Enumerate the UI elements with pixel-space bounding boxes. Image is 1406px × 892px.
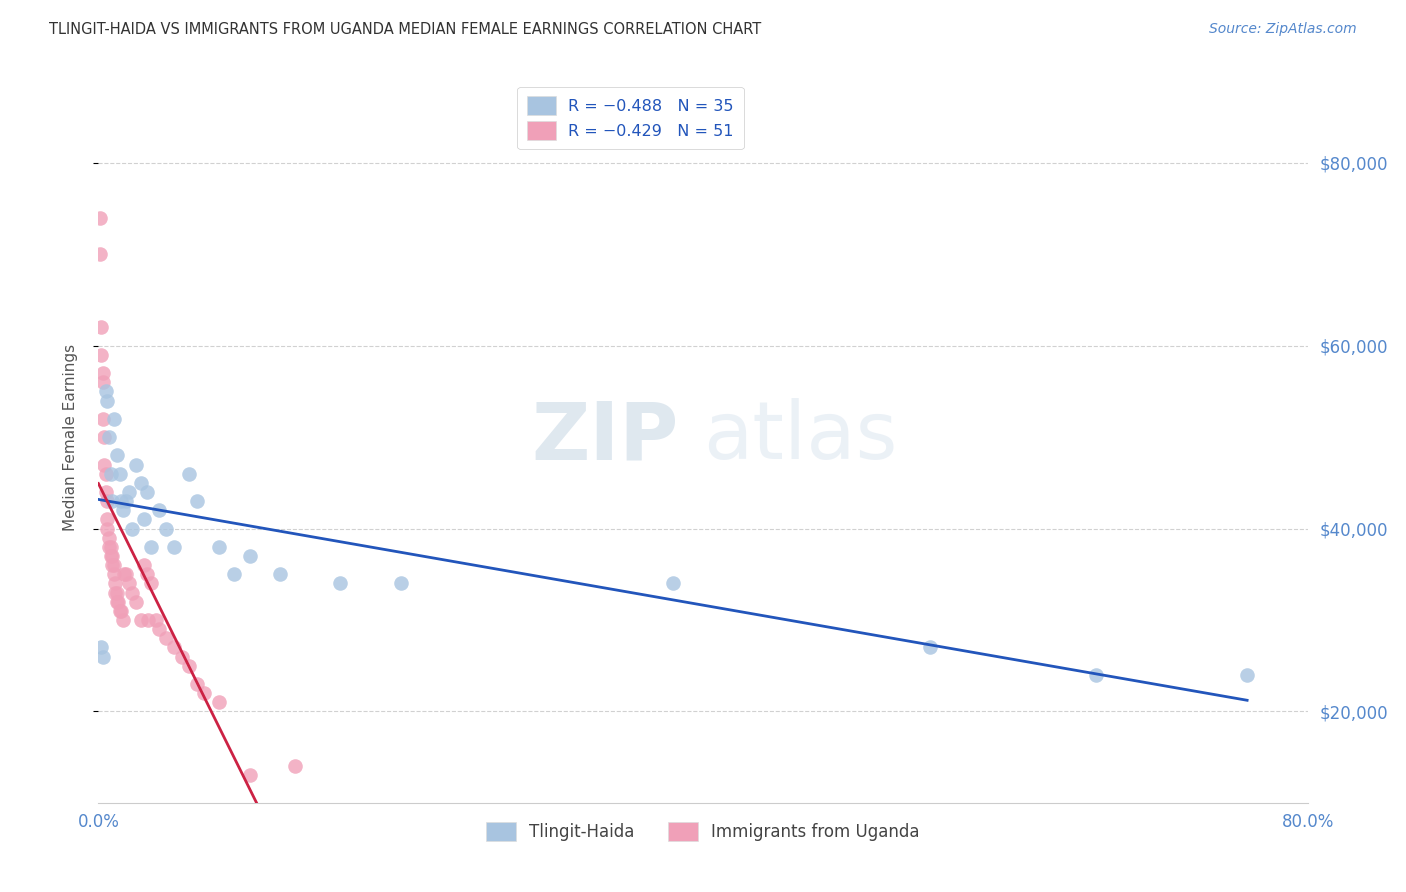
Point <box>100 540 122 554</box>
Point <box>100 549 122 563</box>
Point <box>107 594 129 608</box>
Point <box>661 576 683 591</box>
Text: TLINGIT-HAIDA VS IMMIGRANTS FROM UGANDA MEDIAN FEMALE EARNINGS CORRELATION CHART: TLINGIT-HAIDA VS IMMIGRANTS FROM UGANDA … <box>49 22 762 37</box>
Text: Source: ZipAtlas.com: Source: ZipAtlas.com <box>1209 22 1357 37</box>
Point <box>105 594 128 608</box>
Point <box>224 567 246 582</box>
Point <box>1236 667 1258 681</box>
Point <box>89 247 111 261</box>
Point <box>98 531 121 545</box>
Point <box>155 521 177 535</box>
Point <box>121 585 143 599</box>
Point <box>125 594 148 608</box>
Point <box>118 576 141 591</box>
Point <box>111 503 134 517</box>
Point <box>329 576 352 591</box>
Point <box>141 540 163 554</box>
Point <box>155 631 177 645</box>
Point <box>91 649 114 664</box>
Point <box>389 576 412 591</box>
Point <box>96 494 118 508</box>
Point <box>111 613 134 627</box>
Text: atlas: atlas <box>703 398 897 476</box>
Point <box>90 320 112 334</box>
Point <box>145 613 167 627</box>
Point <box>208 695 231 709</box>
Point <box>90 640 112 655</box>
Point <box>125 458 148 472</box>
Point <box>93 430 115 444</box>
Point <box>135 567 157 582</box>
Point <box>132 558 155 573</box>
Point <box>96 393 118 408</box>
Point <box>110 494 132 508</box>
Point <box>118 484 141 499</box>
Point <box>93 458 115 472</box>
Point <box>129 613 152 627</box>
Point <box>90 348 112 362</box>
Point <box>105 448 128 462</box>
Point <box>132 512 155 526</box>
Point <box>135 484 157 499</box>
Point <box>94 467 117 481</box>
Point <box>96 521 118 535</box>
Point <box>108 467 131 481</box>
Point <box>179 467 201 481</box>
Point <box>284 759 307 773</box>
Point <box>98 430 121 444</box>
Point <box>148 622 170 636</box>
Point <box>239 768 262 782</box>
Point <box>98 540 121 554</box>
Point <box>101 549 124 563</box>
Point <box>108 604 131 618</box>
Point <box>110 604 132 618</box>
Point <box>105 585 128 599</box>
Point <box>179 658 201 673</box>
Legend: Tlingit-Haida, Immigrants from Uganda: Tlingit-Haida, Immigrants from Uganda <box>478 814 928 849</box>
Point <box>269 567 291 582</box>
Point <box>101 558 124 573</box>
Point <box>103 558 125 573</box>
Point <box>112 567 135 582</box>
Point <box>141 576 163 591</box>
Point <box>103 567 125 582</box>
Point <box>918 640 941 655</box>
Point <box>114 567 136 582</box>
Point <box>103 411 125 425</box>
Point <box>186 494 208 508</box>
Point <box>163 640 186 655</box>
Point <box>101 494 124 508</box>
Point <box>91 411 114 425</box>
Point <box>89 211 111 225</box>
Point <box>1085 667 1108 681</box>
Point <box>94 484 117 499</box>
Point <box>91 366 114 380</box>
Point <box>148 503 170 517</box>
Point <box>91 375 114 389</box>
Point <box>104 585 127 599</box>
Text: ZIP: ZIP <box>531 398 679 476</box>
Point <box>114 494 136 508</box>
Point <box>104 576 127 591</box>
Point <box>239 549 262 563</box>
Point <box>170 649 193 664</box>
Point <box>100 467 122 481</box>
Y-axis label: Median Female Earnings: Median Female Earnings <box>63 343 77 531</box>
Point <box>193 686 215 700</box>
Point <box>129 475 152 490</box>
Point <box>121 521 143 535</box>
Point <box>163 540 186 554</box>
Point <box>94 384 117 399</box>
Point <box>186 677 208 691</box>
Point <box>136 613 159 627</box>
Point <box>96 512 118 526</box>
Point <box>208 540 231 554</box>
